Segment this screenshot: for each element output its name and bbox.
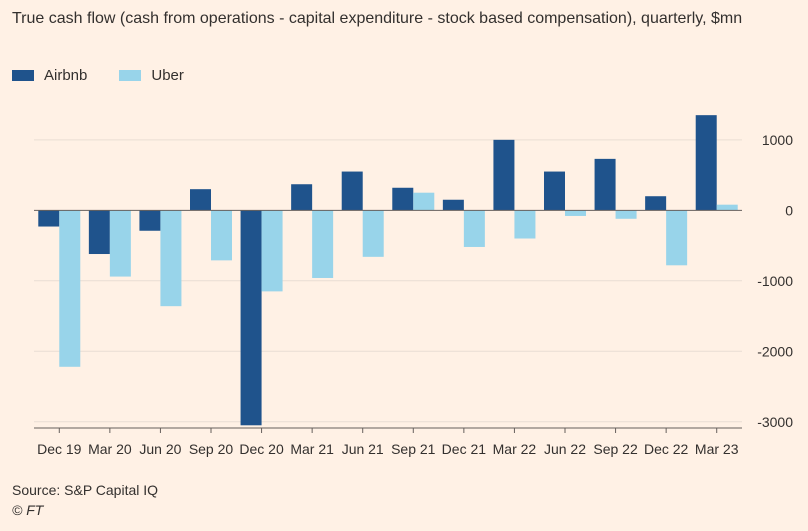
x-tick-label: Mar 23 (695, 441, 739, 457)
bar-airbnb-sep-21 (392, 187, 414, 211)
bar-airbnb-mar-21 (291, 184, 313, 211)
source-note: Source: S&P Capital IQ (12, 482, 159, 498)
bar-airbnb-mar-22 (493, 139, 515, 211)
bar-uber-sep-21 (413, 192, 435, 211)
bar-airbnb-dec-20 (240, 210, 262, 426)
bar-uber-mar-20 (109, 210, 131, 277)
bar-uber-mar-23 (716, 204, 738, 211)
x-tick-label: Mar 22 (493, 441, 537, 457)
copyright-note: © FT (12, 502, 44, 518)
x-tick-label: Dec 22 (644, 441, 689, 457)
bar-airbnb-dec-19 (38, 210, 60, 227)
bar-uber-dec-21 (463, 210, 485, 247)
bar-uber-sep-22 (615, 210, 637, 219)
y-tick-label: -2000 (757, 343, 793, 359)
bar-airbnb-sep-22 (594, 158, 616, 211)
bar-uber-jun-22 (565, 210, 586, 216)
bar-uber-dec-22 (666, 210, 688, 266)
bar-uber-jun-20 (160, 210, 182, 307)
bar-uber-dec-19 (59, 210, 81, 367)
legend-item-airbnb: Airbnb (12, 67, 87, 84)
bar-uber-jun-21 (362, 210, 384, 257)
x-tick-label: Jun 22 (544, 441, 586, 457)
x-tick-label: Dec 19 (37, 441, 82, 457)
bar-uber-mar-22 (514, 210, 536, 239)
bar-uber-dec-20 (261, 210, 283, 292)
y-tick-label: 0 (785, 202, 793, 218)
bar-airbnb-dec-21 (442, 199, 464, 211)
x-tick-label: Dec 21 (442, 441, 487, 457)
legend-swatch-airbnb (12, 69, 34, 81)
bar-airbnb-mar-23 (695, 115, 717, 211)
legend: Airbnb Uber (12, 66, 216, 84)
bar-airbnb-jun-22 (544, 171, 565, 211)
bar-airbnb-dec-22 (645, 196, 667, 211)
x-tick-label: Sep 22 (593, 441, 638, 457)
y-tick-label: -3000 (757, 414, 793, 430)
bar-airbnb-sep-20 (190, 189, 211, 211)
legend-swatch-uber (119, 69, 142, 81)
x-tick-label: Dec 20 (239, 441, 284, 457)
bar-airbnb-jun-21 (341, 171, 363, 211)
x-tick-label: Sep 20 (189, 441, 234, 457)
y-tick-label: -1000 (757, 273, 793, 289)
bar-airbnb-jun-20 (139, 210, 161, 231)
x-tick-label: Sep 21 (391, 441, 436, 457)
x-tick-label: Mar 21 (290, 441, 334, 457)
legend-label-airbnb: Airbnb (44, 66, 88, 84)
bar-uber-mar-21 (312, 210, 334, 278)
x-tick-label: Jun 20 (139, 441, 181, 457)
chart-title: True cash flow (cash from operations - c… (12, 10, 743, 27)
bar-airbnb-mar-20 (88, 210, 110, 255)
legend-item-uber: Uber (119, 67, 184, 84)
x-tick-label: Mar 20 (88, 441, 132, 457)
y-tick-label: 1000 (762, 132, 793, 148)
x-tick-label: Jun 21 (342, 441, 384, 457)
legend-label-uber: Uber (151, 66, 184, 84)
bar-uber-sep-20 (211, 210, 232, 261)
